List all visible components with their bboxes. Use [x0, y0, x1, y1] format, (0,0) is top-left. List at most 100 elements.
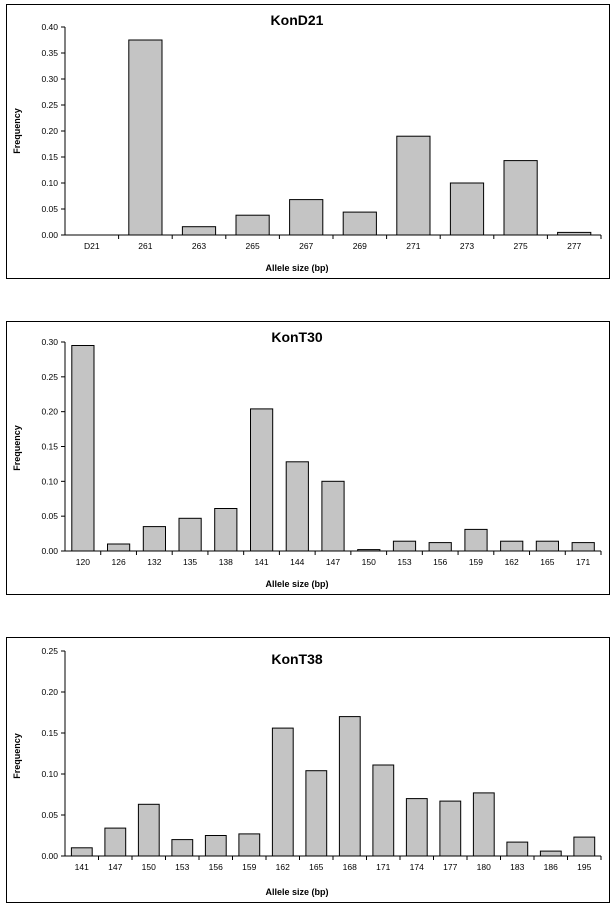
y-tick-label: 0.30: [41, 337, 58, 347]
bar-177: [439, 800, 462, 857]
x-axis-label: Allele size (bp): [265, 579, 328, 589]
bar-126: [107, 543, 131, 552]
x-tick-label: 156: [209, 862, 223, 872]
y-tick-label: 0.15: [41, 152, 58, 162]
bar-141: [70, 847, 93, 857]
bar-277: [557, 231, 592, 236]
x-tick-label: 153: [175, 862, 189, 872]
x-tick-label: 277: [567, 241, 581, 251]
x-axis-label: Allele size (bp): [265, 263, 328, 273]
bar-183: [506, 841, 529, 857]
bar-162: [271, 727, 294, 857]
y-tick-label: 0.20: [41, 687, 58, 697]
x-tick-label: 141: [254, 557, 268, 567]
bar-138: [214, 508, 238, 552]
bar-159: [464, 528, 488, 552]
bar-153: [392, 540, 417, 552]
x-tick-label: 261: [138, 241, 152, 251]
bar-180: [472, 792, 495, 857]
x-tick-label: 165: [309, 862, 323, 872]
chart-title: KonT30: [271, 329, 323, 345]
bar-267: [289, 199, 324, 236]
bar-165: [305, 770, 328, 857]
bar-150: [357, 549, 381, 552]
y-tick-label: 0.00: [41, 851, 58, 861]
x-tick-label: 162: [276, 862, 290, 872]
bar-165: [535, 540, 559, 552]
chart-svg-kond21: KonD21 Allele size (bp) Frequency 0.00 0.…: [12, 12, 602, 273]
chart-title: KonD21: [271, 12, 324, 28]
x-tick-label: 183: [510, 862, 524, 872]
x-tick-label: 162: [505, 557, 519, 567]
bar-156: [428, 542, 452, 552]
bar-271: [396, 135, 431, 236]
chart-panel-kont38: KonT38 Allele size (bp) Frequency 0.00 0.…: [6, 637, 610, 903]
x-tick-label: 273: [460, 241, 474, 251]
x-axis-label: Allele size (bp): [265, 887, 328, 897]
x-tick-label: 171: [376, 862, 390, 872]
chart-svg-kont30: KonT30 Allele size (bp) Frequency 0.00 0.…: [12, 329, 602, 589]
y-tick-label: 0.40: [41, 22, 58, 32]
y-axis-label: Frequency: [12, 108, 22, 154]
x-tick-label: 275: [514, 241, 528, 251]
x-tick-label: 174: [410, 862, 424, 872]
x-tick-label: 263: [192, 241, 206, 251]
bar-265: [235, 214, 270, 236]
x-tick-label: 267: [299, 241, 313, 251]
plot-area: 0.00 0.05 0.10 0.15 0.20 0.25 141 147 150 153 156 1…: [41, 646, 602, 872]
x-tick-label: 165: [540, 557, 554, 567]
bar-150: [137, 803, 160, 857]
y-tick-label: 0.25: [41, 100, 58, 110]
bar-159: [238, 833, 261, 857]
x-tick-label: 144: [290, 557, 304, 567]
y-tick-label: 0.00: [41, 230, 58, 240]
x-tick-label: 132: [147, 557, 161, 567]
y-tick-label: 0.10: [41, 178, 58, 188]
x-tick-label: 126: [112, 557, 126, 567]
bar-141: [250, 408, 274, 552]
x-tick-label: 265: [246, 241, 260, 251]
x-tick-label: 141: [75, 862, 89, 872]
bar-261: [128, 39, 163, 236]
y-tick-label: 0.30: [41, 74, 58, 84]
y-tick-label: 0.05: [41, 810, 58, 820]
y-tick-label: 0.10: [41, 476, 58, 486]
y-tick-label: 0.25: [41, 372, 58, 382]
bar-174: [405, 798, 428, 857]
y-tick-label: 0.15: [41, 442, 58, 452]
bar-186: [539, 850, 562, 857]
bar-171: [571, 542, 595, 552]
x-tick-label: 147: [108, 862, 122, 872]
y-axis-label: Frequency: [12, 425, 22, 471]
bar-156: [204, 835, 227, 857]
x-tick-label: 120: [76, 557, 90, 567]
bar-135: [178, 517, 202, 552]
bar-273: [449, 182, 485, 236]
x-tick-label: 138: [219, 557, 233, 567]
bar-195: [573, 836, 596, 857]
bar-263: [181, 226, 217, 236]
y-axis-label: Frequency: [12, 733, 22, 779]
chart-title: KonT38: [271, 651, 323, 667]
bar-269: [342, 211, 377, 236]
plot-area: 0.00 0.05 0.10 0.15 0.20 0.25 0.30 120 126 132 135…: [41, 337, 602, 567]
y-tick-label: 0.05: [41, 204, 58, 214]
x-tick-label: 168: [343, 862, 357, 872]
x-tick-label: 159: [242, 862, 256, 872]
y-tick-label: 0.00: [41, 546, 58, 556]
bar-171: [372, 764, 395, 857]
x-tick-label: 135: [183, 557, 197, 567]
bar-162: [500, 540, 524, 552]
y-tick-label: 0.10: [41, 769, 58, 779]
x-tick-label: 150: [362, 557, 376, 567]
chart-panel-kont30: KonT30 Allele size (bp) Frequency 0.00 0.…: [6, 321, 610, 595]
y-tick-label: 0.15: [41, 728, 58, 738]
x-tick-label: 271: [406, 241, 420, 251]
chart-panel-kond21: KonD21 Allele size (bp) Frequency 0.00 0.…: [6, 4, 610, 279]
bar-132: [142, 526, 167, 552]
bar-168: [338, 716, 361, 857]
bar-275: [503, 160, 538, 236]
bar-147: [104, 827, 127, 857]
x-tick-label: 177: [443, 862, 457, 872]
x-tick-label: 147: [326, 557, 340, 567]
